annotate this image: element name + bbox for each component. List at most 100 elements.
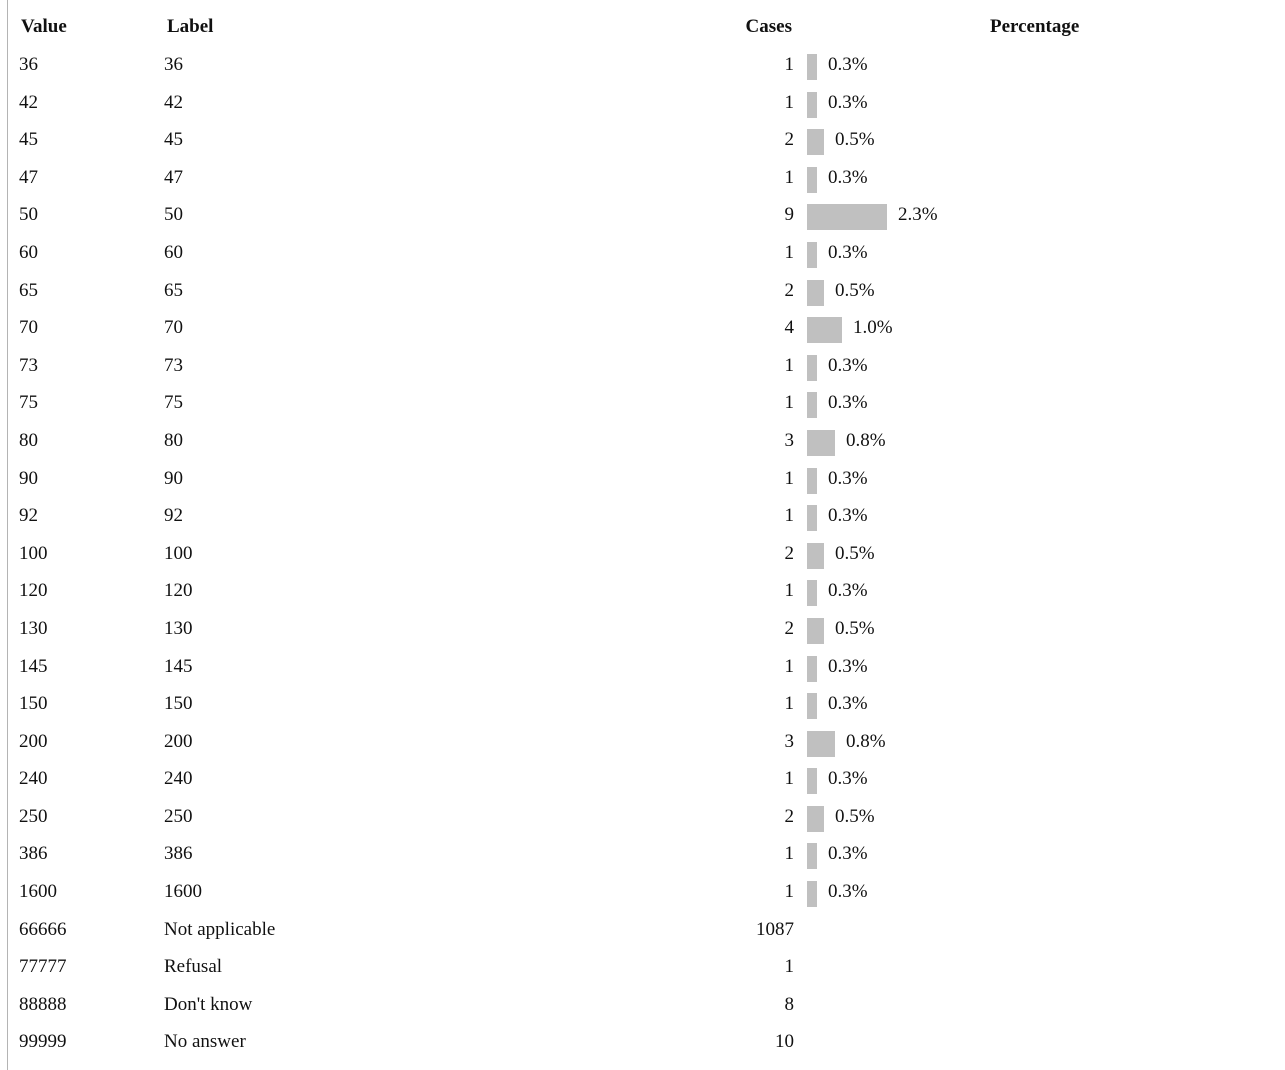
cell-cases: 10 xyxy=(775,1031,794,1053)
cell-label: 150 xyxy=(164,693,193,715)
cell-value: 100 xyxy=(19,542,48,564)
table-row: 60 60 1 0.3% xyxy=(8,234,1278,272)
cell-label: 75 xyxy=(164,392,183,414)
table-row: 386 386 1 0.3% xyxy=(8,835,1278,873)
cell-value: 200 xyxy=(19,730,48,752)
cell-label: Refusal xyxy=(164,956,223,978)
table-body: 36 36 1 0.3% 42 42 1 0.3% 45 45 2 0.5% 47 47 1 0.3% 50 50… xyxy=(8,46,1278,1061)
cell-cases: 2 xyxy=(784,542,795,564)
cell-cases: 9 xyxy=(784,204,795,226)
cell-value: 47 xyxy=(19,166,38,188)
cell-label: 100 xyxy=(164,542,193,564)
cell-value: 77777 xyxy=(19,956,67,978)
percentage-bar xyxy=(807,54,817,80)
table-row: 99999 No answer 10 xyxy=(8,1023,1278,1061)
cell-cases: 1 xyxy=(784,392,795,414)
cell-percentage: 0.3% xyxy=(828,580,868,602)
cell-percentage: 2.3% xyxy=(898,204,938,226)
cell-label: 50 xyxy=(164,204,183,226)
cell-cases: 1 xyxy=(784,467,795,489)
cell-percentage: 0.5% xyxy=(835,617,875,639)
frequency-table: Value Label Cases Percentage 36 36 1 0.3% 42… xyxy=(8,8,1278,1061)
cell-label: 120 xyxy=(164,580,193,602)
cell-cases: 1 xyxy=(784,241,795,263)
percentage-bar xyxy=(807,429,835,456)
cell-label: 70 xyxy=(164,317,183,339)
table-row: 92 92 1 0.3% xyxy=(8,497,1278,535)
cell-percentage: 0.3% xyxy=(828,54,868,75)
cell-cases: 3 xyxy=(784,429,795,451)
cell-label: 65 xyxy=(164,279,183,301)
cell-label: 200 xyxy=(164,730,193,752)
cell-percentage: 0.8% xyxy=(846,730,886,752)
cell-cases: 1 xyxy=(784,655,795,677)
cell-percentage: 0.3% xyxy=(828,241,868,263)
cell-label: 240 xyxy=(164,768,193,790)
table-row: 150 150 1 0.3% xyxy=(8,685,1278,723)
cell-label: 130 xyxy=(164,617,193,639)
cell-label: 45 xyxy=(164,129,183,151)
cell-label: 145 xyxy=(164,655,193,677)
percentage-bar xyxy=(807,881,817,908)
table-row: 45 45 2 0.5% xyxy=(8,121,1278,159)
cell-value: 99999 xyxy=(19,1031,67,1053)
table-row: 90 90 1 0.3% xyxy=(8,460,1278,498)
cell-cases: 1 xyxy=(784,693,795,715)
cell-cases: 1 xyxy=(784,881,795,903)
percentage-bar xyxy=(807,617,824,644)
percentage-bar xyxy=(807,467,817,494)
cell-percentage: 0.5% xyxy=(835,805,875,827)
cell-percentage: 0.3% xyxy=(828,467,868,489)
table-row: 75 75 1 0.3% xyxy=(8,384,1278,422)
cell-cases: 1 xyxy=(784,580,795,602)
table-row: 42 42 1 0.3% xyxy=(8,84,1278,122)
percentage-bar xyxy=(807,805,824,832)
cell-value: 250 xyxy=(19,805,48,827)
cell-value: 80 xyxy=(19,429,38,451)
cell-label: 90 xyxy=(164,467,183,489)
table-row: 250 250 2 0.5% xyxy=(8,798,1278,836)
cell-label: 386 xyxy=(164,843,193,865)
table-row: 80 80 3 0.8% xyxy=(8,422,1278,460)
percentage-bar xyxy=(807,505,817,532)
cell-label: 250 xyxy=(164,805,193,827)
cell-percentage: 0.3% xyxy=(828,166,868,188)
cell-value: 75 xyxy=(19,392,38,414)
cell-percentage: 0.3% xyxy=(828,655,868,677)
cell-value: 145 xyxy=(19,655,48,677)
cell-value: 65 xyxy=(19,279,38,301)
cell-cases: 1 xyxy=(784,505,795,527)
table-row: 66666 Not applicable 1087 xyxy=(8,911,1278,949)
cell-value: 66666 xyxy=(19,918,67,940)
table-row: 36 36 1 0.3% xyxy=(8,46,1278,84)
percentage-bar xyxy=(807,129,824,156)
percentage-bar xyxy=(807,279,824,306)
cell-cases: 2 xyxy=(784,617,795,639)
cell-label: 73 xyxy=(164,354,183,376)
cell-value: 70 xyxy=(19,317,38,339)
cell-label: 1600 xyxy=(164,881,202,903)
table-row: 240 240 1 0.3% xyxy=(8,760,1278,798)
percentage-bar xyxy=(807,693,817,720)
cell-percentage: 0.3% xyxy=(828,693,868,715)
cell-value: 88888 xyxy=(19,993,67,1015)
table-row: 77777 Refusal 1 xyxy=(8,948,1278,986)
cell-value: 42 xyxy=(19,91,38,113)
cell-value: 50 xyxy=(19,204,38,226)
percentage-bar xyxy=(807,354,817,381)
percentage-bar xyxy=(807,542,824,569)
table-row: 47 47 1 0.3% xyxy=(8,159,1278,197)
cell-label: 60 xyxy=(164,241,183,263)
cell-percentage: 0.8% xyxy=(846,429,886,451)
cell-value: 60 xyxy=(19,241,38,263)
cell-value: 73 xyxy=(19,354,38,376)
percentage-bar xyxy=(807,843,817,870)
cell-label: 92 xyxy=(164,505,183,527)
cell-value: 1600 xyxy=(19,881,57,903)
cell-cases: 1 xyxy=(784,956,795,978)
header-label: Label xyxy=(167,16,214,37)
cell-cases: 3 xyxy=(784,730,795,752)
table-row: 130 130 2 0.5% xyxy=(8,610,1278,648)
header-value: Value xyxy=(21,16,67,37)
left-border-rule xyxy=(7,0,8,1070)
